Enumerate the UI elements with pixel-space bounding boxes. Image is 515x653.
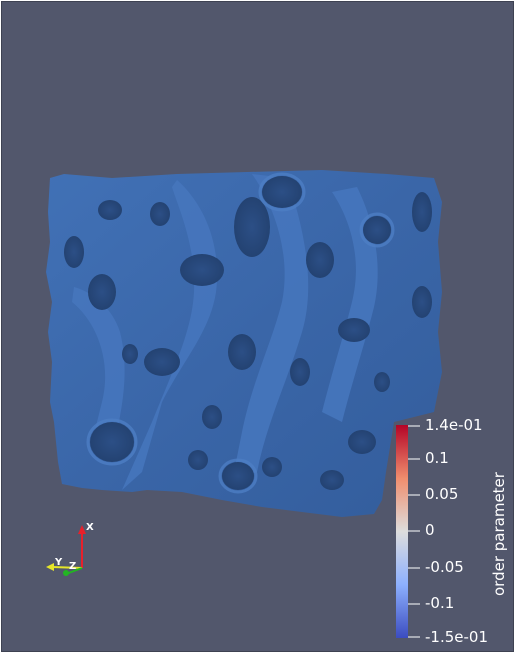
colorbar-ticks [408,425,420,638]
colorbar-title: order parameter [490,472,508,596]
colorbar-label-0.05: 0.05 [425,485,459,503]
colorbar-label-neg0.05: -0.05 [425,558,464,576]
colorbar-label-min: -1.5e-01 [425,628,488,646]
colorbar-label-neg0.1: -0.1 [425,594,455,612]
axis-label-y: Y [55,557,63,568]
colorbar-label-0: 0 [425,521,435,539]
axis-label-z: Z [69,561,77,572]
colorbar-label-0.1: 0.1 [425,449,449,467]
orientation-axes [46,525,86,576]
colorbar-label-max: 1.4e-01 [425,416,483,434]
colorbar-ramp [396,425,408,638]
axis-label-x: X [86,522,94,533]
